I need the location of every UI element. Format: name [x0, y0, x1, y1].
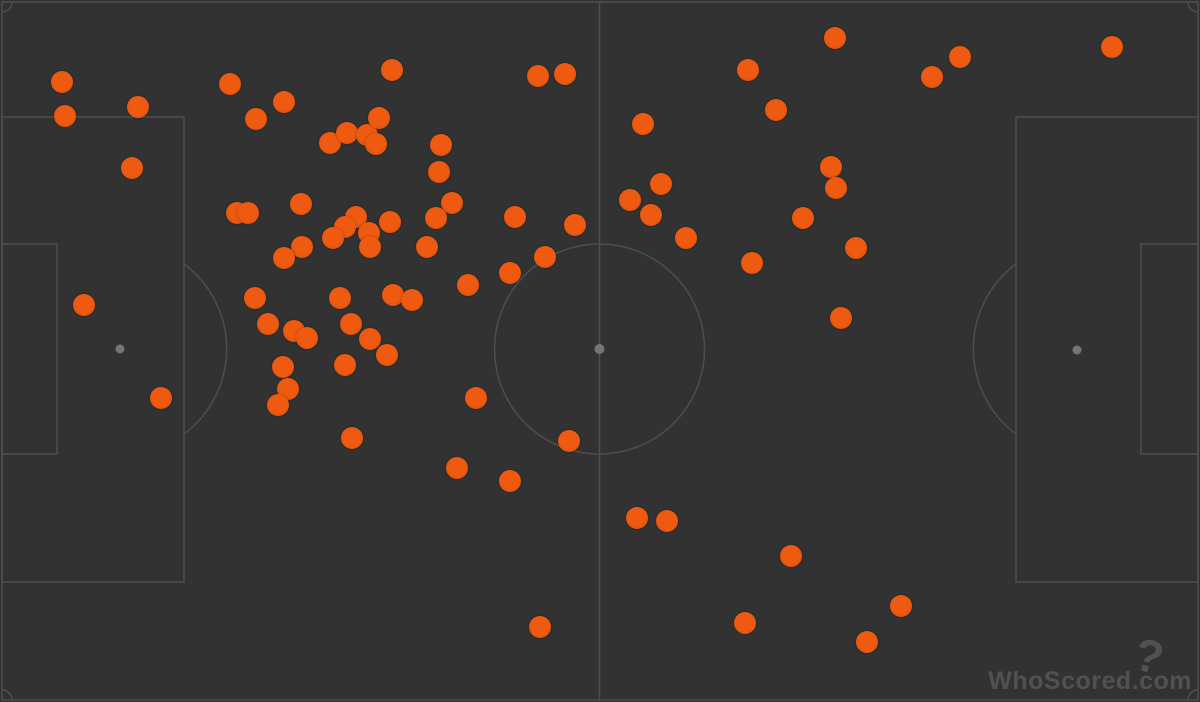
corner-arc-top-left [2, 2, 12, 12]
event-dot[interactable] [675, 227, 697, 249]
event-dot[interactable] [296, 327, 318, 349]
center-spot [594, 344, 605, 354]
event-dot[interactable] [564, 214, 586, 236]
right-penalty-spot [1072, 345, 1082, 355]
event-dot[interactable] [150, 387, 172, 409]
center-circle [495, 244, 705, 454]
left-penalty-spot [115, 344, 125, 354]
event-dot[interactable] [273, 91, 295, 113]
event-dot[interactable] [73, 294, 95, 316]
event-dot[interactable] [856, 631, 878, 653]
event-dot[interactable] [792, 207, 814, 229]
event-dot[interactable] [825, 177, 847, 199]
event-dot[interactable] [830, 307, 852, 329]
event-dot[interactable] [824, 27, 846, 49]
event-dot[interactable] [381, 59, 403, 81]
corner-arc-top-right [1188, 2, 1198, 12]
event-dot[interactable] [334, 354, 356, 376]
event-dot[interactable] [428, 161, 450, 183]
event-dot[interactable] [341, 427, 363, 449]
event-dot[interactable] [446, 457, 468, 479]
event-dot[interactable] [425, 207, 447, 229]
event-dot[interactable] [340, 313, 362, 335]
whoscored-watermark-text: WhoScored.com [988, 667, 1192, 695]
event-dot[interactable] [554, 63, 576, 85]
event-dot[interactable] [499, 262, 521, 284]
event-dot[interactable] [741, 252, 763, 274]
event-dot[interactable] [632, 113, 654, 135]
event-dot[interactable] [291, 236, 313, 258]
event-dot[interactable] [430, 134, 452, 156]
event-dot[interactable] [949, 46, 971, 68]
corner-arc-bottom-left [2, 690, 12, 700]
event-dot[interactable] [780, 545, 802, 567]
event-dot[interactable] [529, 616, 551, 638]
event-dot[interactable] [890, 595, 912, 617]
event-dot[interactable] [368, 107, 390, 129]
event-dot[interactable] [365, 133, 387, 155]
right-goal-area [1141, 244, 1198, 454]
event-dot[interactable] [244, 287, 266, 309]
event-dot[interactable] [336, 122, 358, 144]
event-dot[interactable] [382, 284, 404, 306]
event-dot[interactable] [640, 204, 662, 226]
event-dot[interactable] [401, 289, 423, 311]
event-dot[interactable] [376, 344, 398, 366]
event-dot[interactable] [379, 211, 401, 233]
event-dot[interactable] [457, 274, 479, 296]
event-dot[interactable] [558, 430, 580, 452]
event-dot[interactable] [127, 96, 149, 118]
event-dot[interactable] [619, 189, 641, 211]
event-dot[interactable] [359, 236, 381, 258]
event-dot[interactable] [51, 71, 73, 93]
event-dot[interactable] [626, 507, 648, 529]
event-dot[interactable] [504, 206, 526, 228]
event-dot[interactable] [499, 470, 521, 492]
event-dot[interactable] [272, 356, 294, 378]
event-dot[interactable] [765, 99, 787, 121]
event-dot[interactable] [257, 313, 279, 335]
event-dot[interactable] [737, 59, 759, 81]
event-dot[interactable] [359, 328, 381, 350]
right-penalty-arc [973, 264, 1016, 434]
corner-arc-bottom-right [1188, 690, 1198, 700]
event-dot[interactable] [273, 247, 295, 269]
event-dot[interactable] [656, 510, 678, 532]
event-dot[interactable] [465, 387, 487, 409]
event-dot[interactable] [290, 193, 312, 215]
left-goal-area [2, 244, 57, 454]
event-dot[interactable] [416, 236, 438, 258]
event-dot[interactable] [650, 173, 672, 195]
event-dot[interactable] [329, 287, 351, 309]
event-dot[interactable] [845, 237, 867, 259]
event-dot[interactable] [121, 157, 143, 179]
event-dot[interactable] [319, 132, 341, 154]
event-dot[interactable] [267, 394, 289, 416]
event-dot[interactable] [1101, 36, 1123, 58]
event-dot[interactable] [441, 192, 463, 214]
event-dot[interactable] [322, 227, 344, 249]
event-dot[interactable] [245, 108, 267, 130]
event-dot[interactable] [734, 612, 756, 634]
event-dot[interactable] [534, 246, 556, 268]
event-dot[interactable] [54, 105, 76, 127]
event-dot[interactable] [219, 73, 241, 95]
event-dot[interactable] [921, 66, 943, 88]
event-dot[interactable] [527, 65, 549, 87]
event-dot[interactable] [820, 156, 842, 178]
left-penalty-arc [184, 264, 227, 434]
whoscored-watermark: ? WhoScored.com [988, 627, 1192, 696]
event-dot[interactable] [237, 202, 259, 224]
